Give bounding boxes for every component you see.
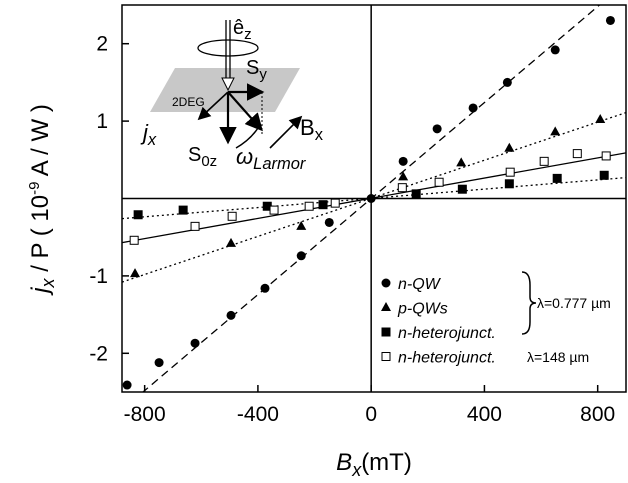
data-point	[601, 151, 611, 161]
data-point	[178, 205, 188, 215]
data-point	[304, 201, 314, 211]
data-point	[129, 235, 139, 245]
data-point	[130, 268, 141, 278]
inset-label: 2DEG	[172, 95, 205, 109]
legend-marker	[381, 327, 391, 337]
text-part: y	[259, 66, 267, 83]
data-point	[468, 103, 478, 113]
inset-label: êz	[233, 17, 252, 43]
text-part: S	[188, 144, 201, 166]
data-point	[133, 210, 143, 220]
data-point	[539, 156, 549, 166]
inset-label: Sy	[246, 57, 267, 83]
data-point	[398, 156, 408, 166]
data-point	[504, 179, 514, 189]
inset-label: jx	[140, 120, 157, 149]
data-point	[550, 45, 560, 55]
data-point	[605, 15, 615, 25]
data-point	[599, 170, 609, 180]
data-point	[260, 283, 270, 293]
x-tick-label: 400	[467, 403, 502, 426]
legend-label: p-QWs	[397, 301, 448, 318]
data-point	[397, 183, 407, 193]
text-part: ω	[236, 144, 253, 169]
legend-label: n-QW	[398, 276, 442, 293]
legend-brace	[521, 271, 537, 335]
x-tick-label: 0	[365, 403, 377, 426]
data-point	[296, 251, 306, 261]
data-point	[504, 142, 515, 152]
data-point	[190, 221, 200, 231]
inset-label: Bx	[300, 115, 324, 144]
data-point	[190, 338, 200, 348]
data-point	[411, 189, 421, 199]
data-point	[456, 157, 467, 167]
data-point	[505, 167, 515, 177]
inset-label: ωLarmor	[236, 144, 307, 173]
data-point	[269, 205, 279, 215]
data-point	[502, 77, 512, 87]
text-part: x	[315, 126, 324, 144]
data-point	[457, 184, 467, 194]
annotation: λ=0.777 µm	[537, 295, 611, 311]
data-point	[226, 310, 236, 320]
data-point	[296, 220, 307, 230]
text-part: x	[351, 460, 362, 478]
text-part: B	[300, 115, 315, 140]
text-part: x	[38, 277, 58, 288]
x-tick-label: -800	[124, 403, 166, 426]
data-point	[595, 114, 606, 124]
x-tick-label: 800	[580, 403, 615, 426]
legend-marker	[381, 302, 391, 311]
text-part: / P ( 10	[27, 195, 54, 279]
data-point	[154, 358, 164, 368]
text-part: -9	[26, 182, 43, 195]
legend-label: n-heterojunct.	[398, 350, 496, 367]
text-part: Larmor	[253, 155, 307, 173]
inset-label: S0z	[188, 144, 217, 170]
text-part: S	[246, 57, 259, 79]
data-point	[330, 198, 340, 208]
text-part: z	[244, 26, 252, 43]
text-part: 0z	[201, 153, 217, 170]
y-axis-label: jx / P ( 10-9 A / W )	[26, 104, 58, 296]
y-tick-label: -1	[89, 265, 108, 288]
data-point	[227, 211, 237, 221]
data-point	[122, 380, 132, 390]
inset-drawing	[150, 20, 303, 149]
annotation: λ=148 µm	[527, 349, 589, 365]
plot-area	[122, 5, 626, 392]
data-point	[572, 149, 582, 159]
data-point	[398, 171, 409, 181]
data-point	[366, 194, 376, 203]
text-part: A / W )	[27, 104, 54, 181]
text-part: x	[147, 131, 157, 149]
x-tick-label: -400	[237, 403, 279, 426]
text-part: ê	[233, 17, 244, 39]
x-axis-label: Bx(mT)	[336, 449, 412, 478]
text-part: (mT)	[361, 449, 412, 476]
legend-marker	[381, 352, 391, 361]
text-part: j	[140, 120, 149, 145]
text-part: B	[336, 449, 352, 476]
text-part: j	[27, 287, 54, 296]
data-point	[432, 124, 442, 134]
data-point	[434, 177, 444, 187]
text-part: 2DEG	[172, 95, 205, 109]
data-point	[318, 200, 328, 210]
data-point	[324, 217, 334, 227]
y-tick-label: -2	[89, 342, 108, 365]
y-tick-label: 1	[96, 110, 108, 133]
data-point	[552, 173, 562, 183]
fit-line	[122, 176, 626, 220]
y-tick-label: 2	[96, 33, 108, 56]
legend-marker	[381, 278, 391, 288]
data-point	[550, 126, 561, 136]
data-point	[226, 237, 237, 247]
legend-label: n-heterojunct.	[398, 325, 496, 342]
